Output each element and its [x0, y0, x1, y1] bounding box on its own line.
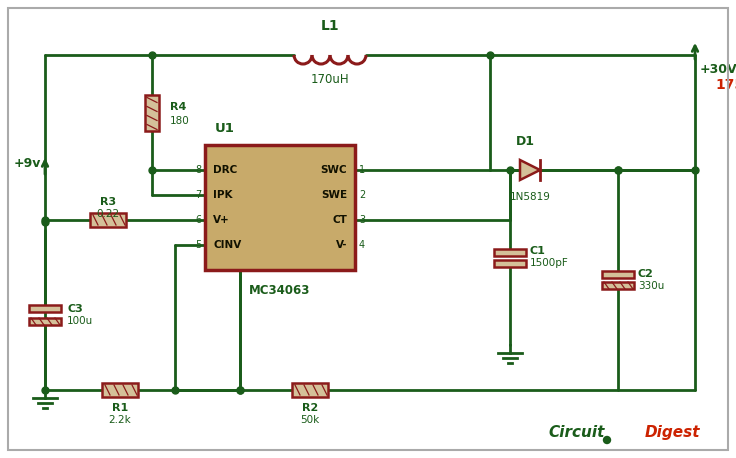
- Text: 175mA: 175mA: [715, 78, 736, 92]
- Text: Circuit: Circuit: [548, 425, 605, 440]
- Bar: [602, 271, 634, 278]
- Text: 4: 4: [359, 240, 365, 250]
- Text: 100u: 100u: [67, 316, 93, 326]
- Text: R4: R4: [170, 102, 186, 111]
- Text: R2: R2: [302, 403, 318, 413]
- Text: MC34063: MC34063: [250, 284, 311, 297]
- Text: C3: C3: [67, 304, 82, 314]
- Text: L1: L1: [321, 19, 339, 33]
- Text: IPK: IPK: [213, 190, 233, 200]
- Text: V+: V+: [213, 215, 230, 225]
- Text: Digest: Digest: [645, 425, 700, 440]
- Bar: [494, 249, 526, 256]
- Text: U1: U1: [215, 122, 235, 135]
- Text: +30V: +30V: [700, 63, 736, 76]
- Text: DRC: DRC: [213, 165, 237, 175]
- Text: 8: 8: [195, 165, 201, 175]
- Text: 180: 180: [170, 115, 190, 125]
- Text: 2.2k: 2.2k: [109, 415, 131, 425]
- Bar: [292, 383, 328, 397]
- Text: V-: V-: [336, 240, 347, 250]
- Bar: [90, 213, 126, 227]
- Text: 1500pF: 1500pF: [530, 258, 569, 268]
- Text: R1: R1: [112, 403, 128, 413]
- Text: 6: 6: [195, 215, 201, 225]
- Text: SWE: SWE: [321, 190, 347, 200]
- Bar: [494, 260, 526, 267]
- Text: R3: R3: [100, 197, 116, 207]
- Bar: [602, 282, 634, 289]
- Bar: [145, 94, 159, 131]
- Polygon shape: [520, 160, 540, 180]
- Text: C1: C1: [530, 246, 546, 256]
- Text: 7: 7: [195, 190, 201, 200]
- Text: SWC: SWC: [320, 165, 347, 175]
- Bar: [29, 318, 61, 325]
- Text: C2: C2: [638, 269, 654, 279]
- Text: 50k: 50k: [300, 415, 319, 425]
- Circle shape: [604, 436, 610, 443]
- Text: CINV: CINV: [213, 240, 241, 250]
- Text: 170uH: 170uH: [311, 73, 350, 86]
- Text: CT: CT: [332, 215, 347, 225]
- Text: +9v: +9v: [13, 157, 40, 170]
- Bar: [29, 305, 61, 312]
- Bar: [102, 383, 138, 397]
- Text: 1: 1: [359, 165, 365, 175]
- Text: 5: 5: [195, 240, 201, 250]
- Text: 0.22: 0.22: [96, 209, 119, 219]
- Text: 1N5819: 1N5819: [509, 192, 551, 202]
- Text: 3: 3: [359, 215, 365, 225]
- Bar: [205, 145, 355, 270]
- Text: D1: D1: [515, 135, 534, 148]
- Text: 2: 2: [359, 190, 365, 200]
- Text: 330u: 330u: [638, 281, 665, 291]
